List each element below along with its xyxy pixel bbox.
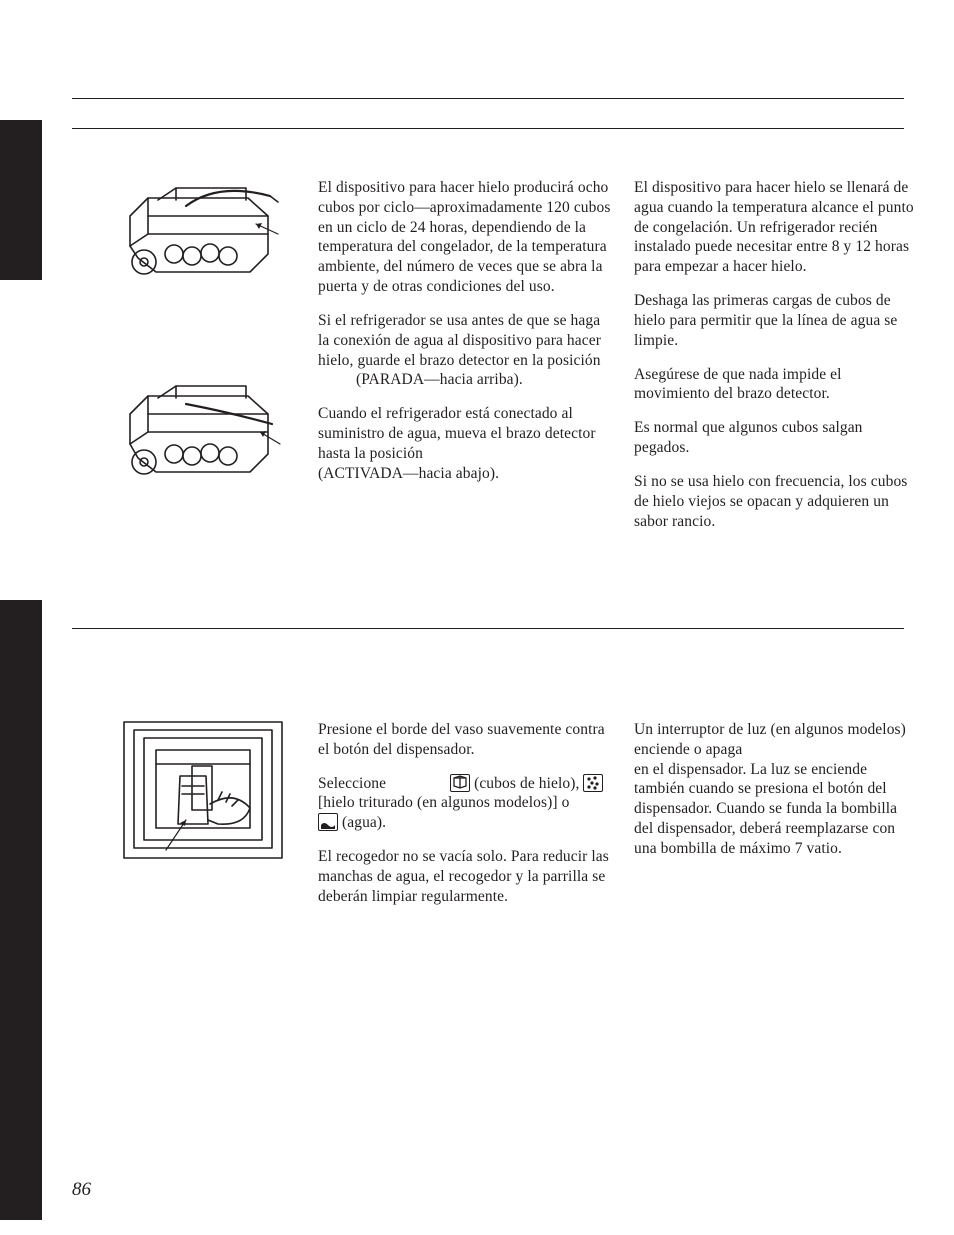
- s1r-p1: El dispositivo para hacer hielo se llena…: [634, 178, 914, 277]
- figure-dispenser: [122, 720, 284, 860]
- s1r-p2: Deshaga las primeras cargas de cubos de …: [634, 291, 914, 350]
- s1r-p4: Es normal que algunos cubos salgan pegad…: [634, 418, 914, 458]
- s2l-p3: El recogedor no se vacía solo. Para redu…: [318, 847, 614, 906]
- s1l-p1: El dispositivo para hacer hielo producir…: [318, 178, 614, 297]
- s2l-p1: Presione el borde del vaso suavemente co…: [318, 720, 614, 760]
- rule-section-sep: [72, 628, 904, 629]
- section2-col-left: Presione el borde del vaso suavemente co…: [318, 720, 614, 921]
- section1-col-left: El dispositivo para hacer hielo producir…: [318, 178, 614, 498]
- section2-col-right: Un interruptor de luz (en algunos modelo…: [634, 720, 914, 873]
- rule-top: [72, 98, 904, 99]
- s1r-p5: Si no se usa hielo con frecuencia, los c…: [634, 472, 914, 531]
- section1-col-right: El dispositivo para hacer hielo se llena…: [634, 178, 914, 545]
- crushed-ice-icon: [583, 774, 603, 792]
- figure-icemaker-stop: [118, 176, 288, 294]
- figure-icemaker-on: [118, 366, 288, 498]
- side-tab-2: [0, 600, 42, 1220]
- s1l-p2: Si el refrigerador se usa antes de que s…: [318, 311, 614, 390]
- s1l-p3: Cuando el refrigerador está conectado al…: [318, 404, 614, 483]
- cubed-ice-icon: [450, 774, 470, 792]
- s1r-p3: Asegúrese de que nada impide el movimien…: [634, 365, 914, 405]
- s2r-p1: Un interruptor de luz (en algunos modelo…: [634, 720, 914, 859]
- page-number: 86: [72, 1179, 91, 1201]
- rule-mid: [72, 128, 904, 129]
- side-tab-1: [0, 120, 42, 280]
- s2l-p2: Seleccione (cubos de hielo), [hielo trit…: [318, 774, 614, 833]
- water-icon: [318, 813, 338, 831]
